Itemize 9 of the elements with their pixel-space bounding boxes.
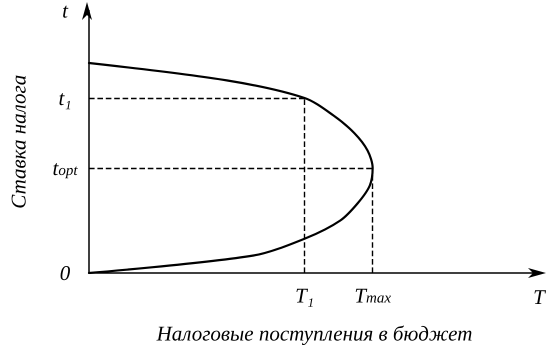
y-tick-label: t₁ [58,86,72,110]
y-tick-label: t [62,0,70,22]
text: T [533,285,546,309]
x-axis-title: Налоговые поступления в бюджет [156,322,472,346]
y-axis-title: Ставка налога [6,74,30,209]
ref-line-label: T₁ [295,284,314,308]
y-tick-label: topt [52,156,78,180]
ref-line-label: Tmax [354,284,392,308]
y-tick-label: 0 [60,261,71,285]
